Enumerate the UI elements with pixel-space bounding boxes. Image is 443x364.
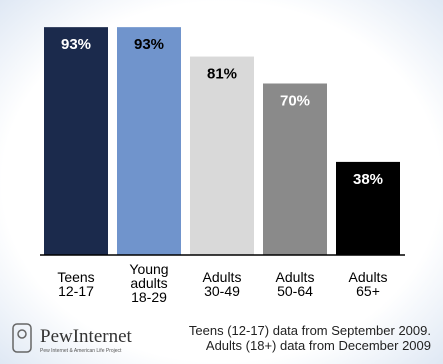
bar xyxy=(263,83,327,255)
x-tick-label: Adults 30-49 xyxy=(202,269,242,299)
logo-icon xyxy=(12,323,32,353)
value-label: 93% xyxy=(61,36,91,53)
x-tick-label: Adults 50-64 xyxy=(275,269,315,299)
x-tick-label: Young adults 18-29 xyxy=(129,261,169,305)
value-label: 81% xyxy=(207,66,237,83)
bar xyxy=(117,27,181,256)
logo: PewInternet xyxy=(40,326,132,347)
logo-icon-dot xyxy=(17,329,27,339)
bar xyxy=(190,56,254,255)
bar xyxy=(44,27,108,256)
bar xyxy=(336,161,400,255)
value-label: 38% xyxy=(353,171,383,188)
note: Adults (18+) data from December 2009 xyxy=(205,338,431,353)
logo-subtitle: Pew Internet & American Life Project xyxy=(40,348,122,354)
notes: Teens (12-17) data from September 2009. … xyxy=(189,323,431,353)
x-tick-label: Adults 65+ xyxy=(348,269,388,299)
note: Teens (12-17) data from September 2009. xyxy=(188,323,431,338)
value-label: 70% xyxy=(280,93,310,110)
x-tick-label: Teens 12-17 xyxy=(57,269,95,299)
value-label: 93% xyxy=(134,36,164,53)
